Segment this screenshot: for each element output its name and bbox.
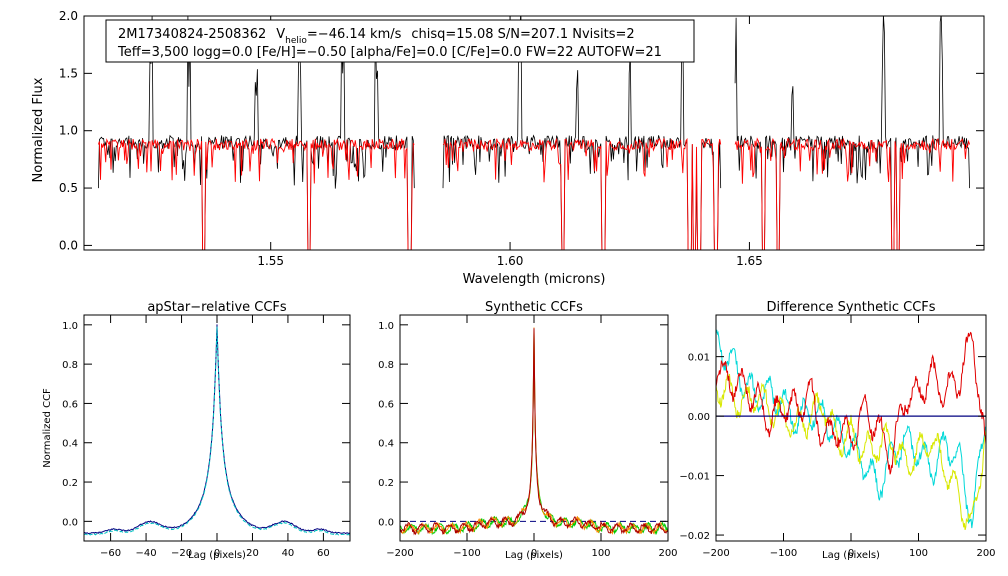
apstar-ccf-x-tick-label: 20 <box>246 548 259 559</box>
synthetic-ccf-panel: Synthetic CCFs −200 −100 0 100 200 0.0 0.2 0.4 0… <box>378 300 677 561</box>
difference-ccf-y-tick-label: −0.02 <box>679 531 710 542</box>
synthetic-ccf-title: Synthetic CCFs <box>485 300 583 315</box>
info-star-id: 2M17340824-2508362 <box>118 27 266 42</box>
synthetic-ccf-y-tick-label: 0.4 <box>378 439 394 450</box>
apstar-ccf-line-1 <box>83 324 351 535</box>
info-v-subscript: helio <box>285 36 307 46</box>
apstar-ccf-y-tick-label: 0.2 <box>62 478 78 489</box>
spectrum-y-label: Normalized Flux <box>31 77 46 182</box>
spectrum-x-label: Wavelength (microns) <box>463 272 606 287</box>
synthetic-ccf-x-tick-label: 200 <box>658 548 677 559</box>
info-v-value: =−46.14 km/s <box>307 27 402 42</box>
apstar-ccf-panel: apStar−relative CCFs −60 −40 −20 0 20 40 60 0.0… <box>42 300 351 561</box>
apstar-ccf-plot-area <box>83 324 351 537</box>
difference-ccf-line-red <box>716 331 986 475</box>
spectrum-y-tick-label: 1.5 <box>59 66 78 80</box>
difference-ccf-x-label: Lag (pixels) <box>822 550 880 561</box>
apstar-ccf-x-tick-label: −60 <box>100 548 121 559</box>
apstar-ccf-frame <box>83 314 351 542</box>
apstar-ccf-x-tick-label: −20 <box>171 548 192 559</box>
synthetic-ccf-x-tick-label: −200 <box>386 548 413 559</box>
spectrum-x-tick-label: 1.65 <box>736 254 763 268</box>
spectrum-frame <box>83 15 985 251</box>
synthetic-ccf-y-tick-label: 0.2 <box>378 478 394 489</box>
apstar-ccf-y-tick-label: 0.8 <box>62 360 78 371</box>
difference-ccf-frame <box>715 314 987 542</box>
synthetic-ccf-y-tick-label: 0.6 <box>378 399 394 410</box>
spectrum-panel: 1.55 1.60 1.65 0.0 0.5 1.0 1.5 2.0 Wavelength (… <box>31 9 985 287</box>
apstar-ccf-x-tick-label: −40 <box>136 548 157 559</box>
difference-ccf-y-tick-label: −0.01 <box>679 472 710 483</box>
apstar-ccf-x-tick-label: 40 <box>282 548 295 559</box>
spectrum-x-tick-label: 1.60 <box>497 254 524 268</box>
apstar-ccf-y-tick-label: 0.4 <box>62 439 78 450</box>
difference-ccf-x-tick-label: −200 <box>702 548 729 559</box>
apstar-ccf-title: apStar−relative CCFs <box>147 300 287 315</box>
spectrum-y-tick-label: 0.0 <box>59 238 78 252</box>
synthetic-ccf-line-3 <box>399 328 669 536</box>
spectrum-model-chip-2 <box>442 137 722 250</box>
info-line-1: 2M17340824-2508362 Vhelio=−46.14 km/s chis… <box>118 27 635 46</box>
difference-ccf-title: Difference Synthetic CCFs <box>766 300 935 315</box>
spectrum-plot-area <box>97 16 971 250</box>
apstar-ccf-y-tick-label: 1.0 <box>62 321 78 332</box>
info-v-label: V <box>276 27 285 42</box>
info-stats: chisq=15.08 S/N=207.1 Nvisits=2 <box>411 27 634 42</box>
difference-ccf-x-tick-label: −100 <box>770 548 797 559</box>
difference-ccf-plot-area <box>716 329 986 531</box>
difference-ccf-x-tick-label: 0 <box>848 548 854 559</box>
info-line-2: Teff=3,500 logg=0.0 [Fe/H]=−0.50 [alpha/… <box>117 45 662 60</box>
difference-ccf-line-cyan <box>716 329 986 529</box>
spectrum-y-tick-label: 0.5 <box>59 181 78 195</box>
difference-ccf-x-tick-label: 100 <box>909 548 928 559</box>
synthetic-ccf-x-label: Lag (pixels) <box>505 550 563 561</box>
apstar-ccf-x-tick-label: 0 <box>214 548 220 559</box>
synthetic-ccf-axes: −200 −100 0 100 200 0.0 0.2 0.4 0.6 0.8 1.0 <box>378 315 678 559</box>
apstar-ccf-x-label: Lag (pixels) <box>188 550 246 561</box>
synthetic-ccf-x-tick-label: 100 <box>591 548 610 559</box>
synthetic-ccf-y-tick-label: 0.0 <box>378 517 394 528</box>
spectrum-series-group <box>97 16 971 250</box>
difference-ccf-panel: Difference Synthetic CCFs −200 −100 0 100 20… <box>679 300 995 561</box>
apstar-ccf-axes: −60 −40 −20 0 20 40 60 0.0 0.2 0.4 0.6 0.8 1.0 <box>62 315 350 559</box>
synthetic-ccf-plot-area <box>399 327 669 536</box>
difference-ccf-y-tick-label: 0.01 <box>688 353 710 364</box>
difference-ccf-line-yellow <box>716 373 986 531</box>
synthetic-ccf-y-tick-label: 1.0 <box>378 321 394 332</box>
synthetic-ccf-x-tick-label: 0 <box>531 548 537 559</box>
spectrum-observed-chip-3 <box>734 16 970 250</box>
difference-ccf-axes: −200 −100 0 100 200 −0.02 −0.01 0.00 0.01 <box>679 315 996 559</box>
synthetic-ccf-x-tick-label: −100 <box>453 548 480 559</box>
spectrum-y-tick-label: 1.0 <box>59 124 78 138</box>
apstar-ccf-line-2 <box>83 326 351 537</box>
difference-ccf-series-group <box>716 329 986 531</box>
info-box-frame <box>105 19 695 63</box>
difference-ccf-x-tick-label: 200 <box>976 548 995 559</box>
apstar-ccf-y-label: Normalized CCF <box>42 388 53 468</box>
apstar-ccf-x-tick-label: 60 <box>317 548 330 559</box>
synthetic-ccf-y-tick-label: 0.8 <box>378 360 394 371</box>
apstar-ccf-y-tick-label: 0.6 <box>62 399 78 410</box>
difference-ccf-y-tick-label: 0.00 <box>688 412 710 423</box>
spectrum-info-box: 2M17340824-2508362 Vhelio=−46.14 km/s chis… <box>105 19 695 63</box>
spectrum-y-tick-label: 2.0 <box>59 9 78 23</box>
spectrum-model-chip-3 <box>734 137 971 250</box>
spectrum-model-chip-1 <box>97 137 415 250</box>
apstar-ccf-y-tick-label: 0.0 <box>62 517 78 528</box>
spectrum-x-tick-label: 1.55 <box>257 254 284 268</box>
